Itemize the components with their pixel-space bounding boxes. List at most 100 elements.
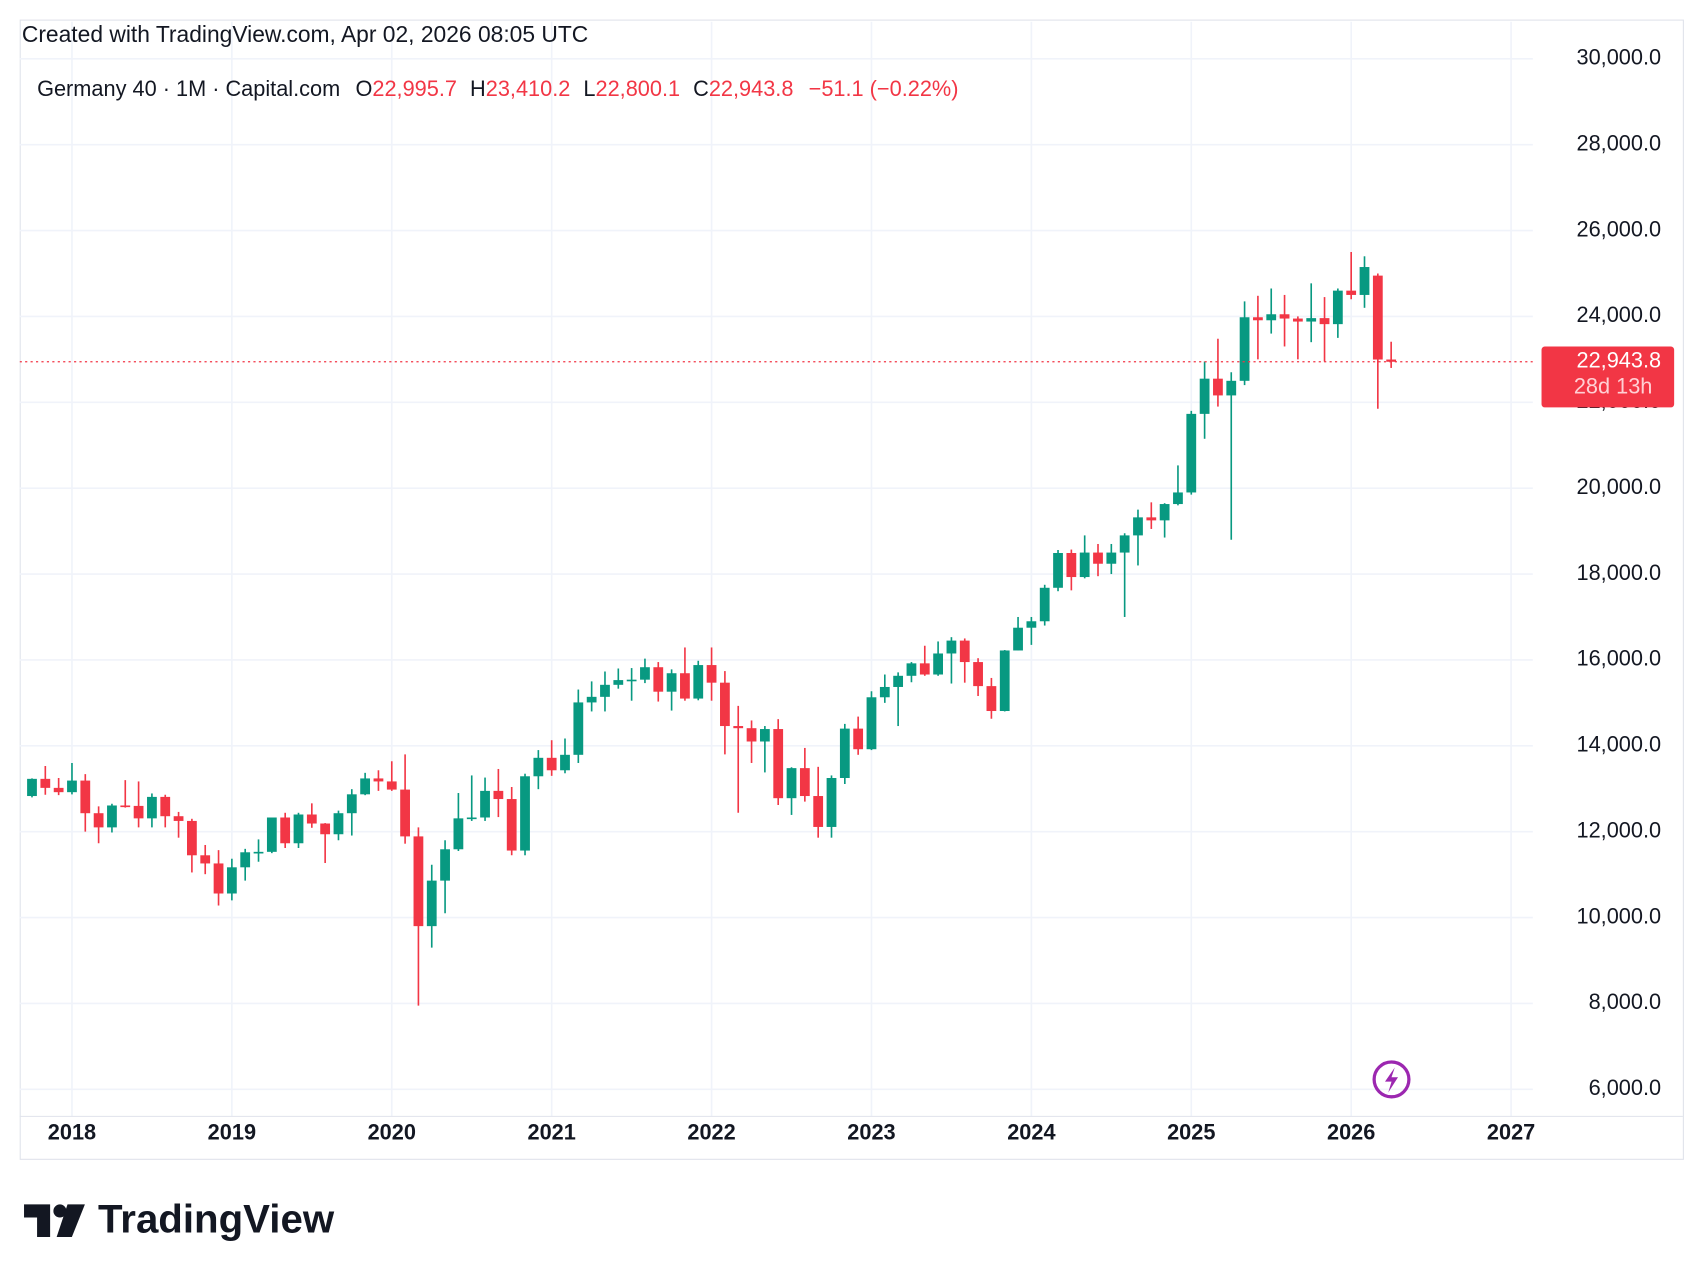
y-tick-label: 18,000.0 (1576, 560, 1661, 585)
candle-body (866, 697, 877, 750)
candle-body (1079, 552, 1090, 578)
candle-body (373, 778, 384, 782)
y-tick-label: 8,000.0 (1589, 989, 1662, 1014)
candle-body (786, 768, 797, 799)
candle-body (1346, 290, 1357, 295)
candle-body (1053, 552, 1063, 588)
candle-body (453, 818, 464, 850)
lightning-icon (1372, 1060, 1411, 1099)
candle-body (27, 778, 37, 797)
candle-body (133, 805, 144, 819)
candle-body (480, 790, 490, 818)
candle-body (720, 682, 730, 727)
candle-body (999, 650, 1010, 712)
candle-body (560, 754, 570, 771)
candle-body (919, 663, 930, 675)
candle-body (706, 665, 717, 683)
x-tick-label: 2018 (48, 1120, 96, 1145)
candle-body (1372, 275, 1383, 360)
candle-body (187, 820, 197, 856)
logo (24, 1204, 85, 1238)
candle-body (893, 675, 904, 687)
candle-body (640, 667, 650, 680)
candle-body (1359, 267, 1370, 295)
candle-body (693, 665, 704, 699)
change: −51.1 (−0.22%) (809, 76, 959, 101)
candle-body (973, 662, 983, 687)
candle-body (413, 836, 424, 927)
candles (19, 251, 1533, 1006)
y-tick-label: 12,000.0 (1576, 817, 1661, 842)
candle-body (586, 696, 597, 703)
candle-body (160, 796, 171, 817)
candle-body (879, 686, 890, 698)
candle-body (933, 653, 943, 675)
axes: 6,000.0 8,000.0 10,000.0 12,000.0 14,000.0 16… (19, 45, 1683, 1145)
candle-body (520, 776, 530, 851)
candle-body (1133, 517, 1143, 536)
x-tick-label: 2022 (687, 1120, 735, 1145)
candle-body (1106, 552, 1117, 564)
candle-body (813, 796, 824, 827)
candle-body (546, 757, 557, 771)
ohlc-key: C (693, 76, 709, 101)
countdown: 28d 13h (1574, 374, 1653, 399)
ohlc-key: L (583, 76, 595, 101)
ohlc-value: 23,410.2 (486, 76, 571, 101)
candle-body (826, 777, 837, 827)
candle-body (906, 663, 917, 676)
candle-body (40, 778, 51, 788)
candle-body (959, 640, 970, 663)
candle-body (759, 729, 770, 742)
candle-body (653, 667, 664, 692)
candle-body (799, 768, 810, 797)
x-tick-label: 2024 (1007, 1120, 1055, 1145)
candle-body (573, 702, 584, 755)
created-note: Created with TradingView.com, Apr 02, 20… (22, 21, 588, 47)
candle-body (1159, 504, 1170, 521)
candle-body (80, 780, 91, 814)
candle-body (1039, 587, 1050, 622)
candle-body (280, 817, 291, 844)
symbol: Germany 40 · 1M · Capital.com (37, 76, 340, 101)
y-tick-label: 26,000.0 (1576, 216, 1661, 241)
candle-body (1266, 314, 1277, 321)
candle-body (1173, 492, 1183, 505)
legend: Germany 40 · 1M · Capital.com O22,995.7 H2… (37, 76, 958, 101)
price-label-box (1541, 346, 1675, 408)
candle-body (226, 867, 237, 894)
y-tick-label: 28,000.0 (1576, 130, 1661, 155)
price-label: 22,943.8 (1576, 348, 1661, 373)
candle-body (426, 880, 437, 927)
candle-body (1239, 317, 1250, 381)
candle-body (680, 673, 690, 699)
candle-body (466, 817, 477, 820)
candle-body (107, 805, 117, 828)
candle-body (240, 852, 251, 868)
candle-body (1332, 290, 1343, 325)
candle-body (1199, 378, 1210, 414)
x-tick-label: 2019 (208, 1120, 256, 1145)
ohlc-value: 22,995.7 (372, 76, 457, 101)
candle-body (147, 796, 157, 819)
candle-body (333, 813, 344, 835)
candle-body (1279, 314, 1290, 319)
candle-body (1292, 318, 1303, 322)
candle-body (1213, 378, 1223, 396)
y-tick-label: 10,000.0 (1576, 903, 1661, 928)
candle-body (53, 787, 64, 793)
candle-body (839, 728, 850, 778)
x-tick-label: 2020 (368, 1120, 416, 1145)
candle-body (360, 778, 371, 795)
candle-body (773, 729, 784, 799)
candle-body (1013, 627, 1023, 651)
candle-body (346, 794, 357, 814)
candle-body (306, 814, 317, 824)
candle-body (320, 823, 331, 835)
ohlc-value: 22,943.8 (709, 76, 794, 101)
candle-body (733, 726, 744, 729)
candle-body (120, 805, 131, 808)
candle-body (1119, 535, 1130, 553)
candle-body (93, 813, 104, 828)
